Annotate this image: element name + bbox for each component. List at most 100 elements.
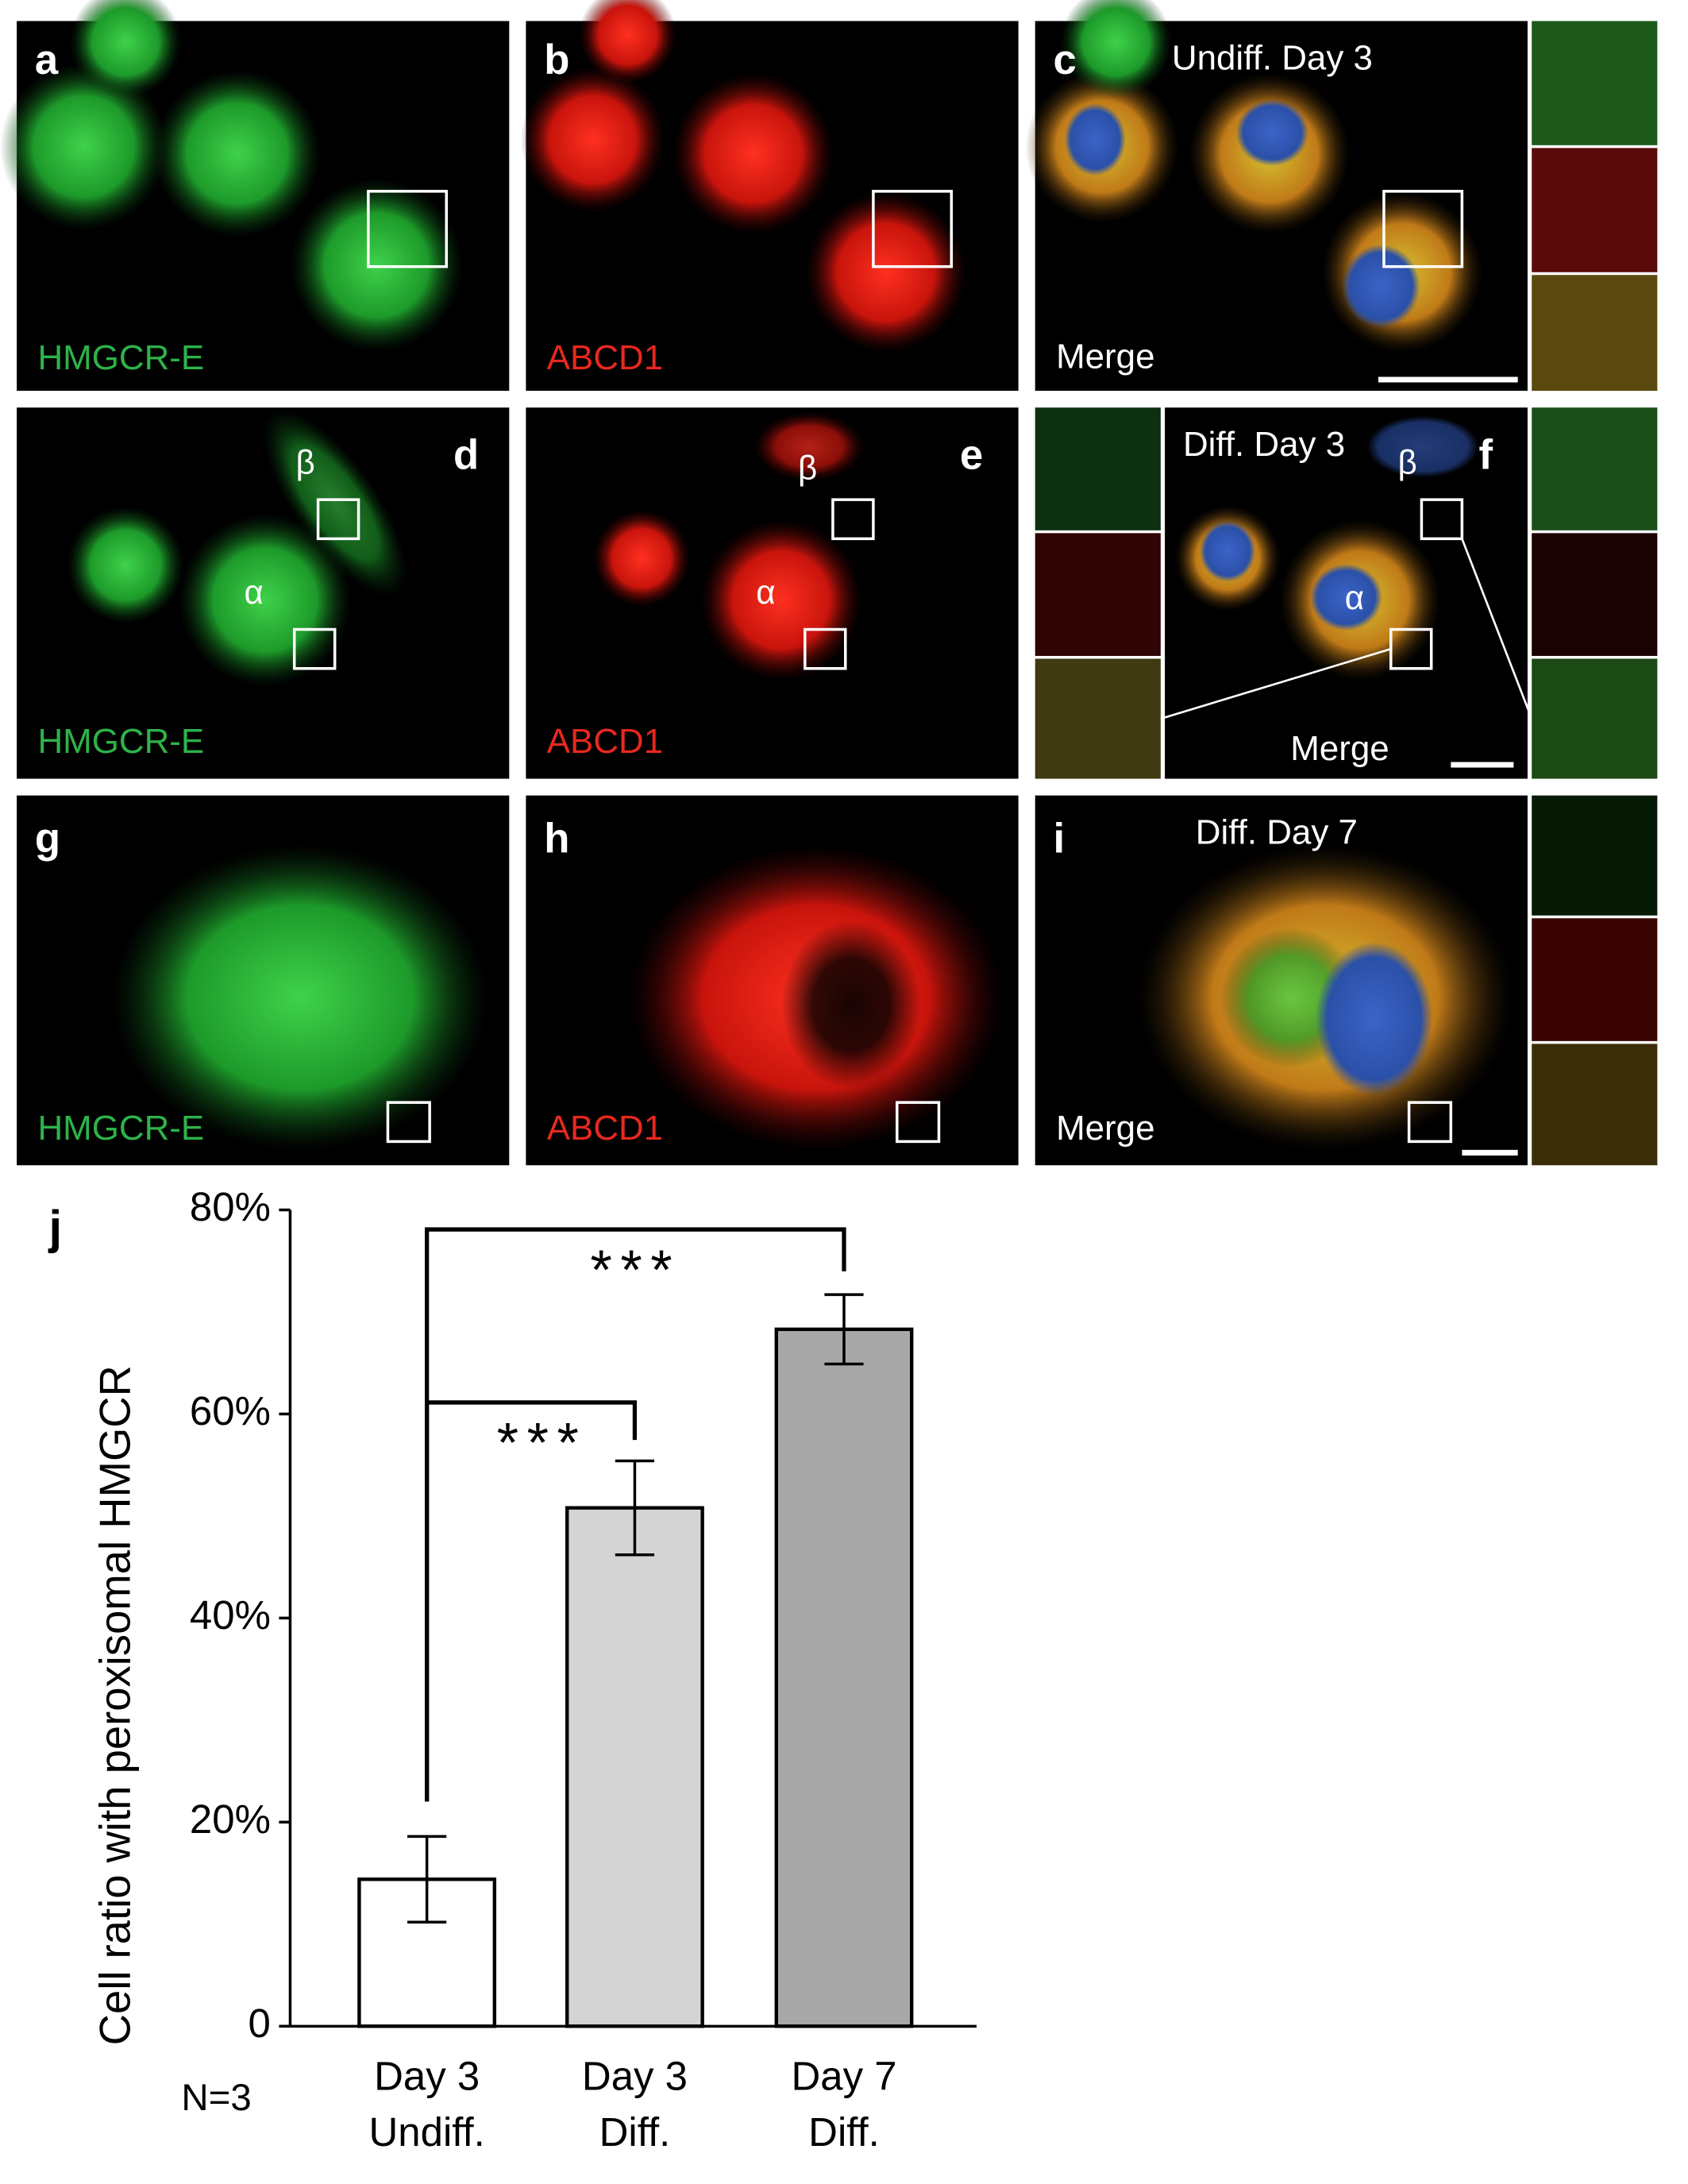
panel-title: Undiff. Day 3 [1172, 38, 1373, 77]
cell [67, 506, 184, 624]
connector [1461, 538, 1533, 720]
cell [579, 0, 677, 84]
inset [1035, 658, 1161, 779]
significance-label: *** [497, 1411, 588, 1474]
roi-box [896, 1101, 941, 1144]
inset [1035, 407, 1161, 531]
channel-label: ABCD1 [547, 338, 663, 377]
connector [1160, 647, 1392, 720]
nucleus [1315, 942, 1433, 1096]
cell-marker: α [244, 573, 263, 611]
cell [178, 513, 352, 687]
inset [1532, 21, 1658, 145]
inset [1532, 533, 1658, 656]
bar-chart: j Cell ratio with peroxisomal HMGCR N=3 … [48, 1184, 977, 2155]
y-tick-label: 80% [190, 1184, 271, 1229]
cell-marker: β [295, 443, 314, 480]
nucleus [1235, 98, 1309, 167]
micrographs: a HMGCR-E b ABCD1 c Undiff. Day 3 Merge … [0, 0, 1658, 1166]
cell [69, 0, 182, 98]
y-axis-title: Cell ratio with peroxisomal HMGCR [91, 1365, 140, 2045]
cell-marker: α [756, 573, 775, 611]
cell [0, 63, 168, 231]
x-tick-label: Day 7 [791, 2054, 896, 2099]
inset [1532, 918, 1658, 1041]
cell [672, 72, 834, 235]
panel-title: Diff. Day 3 [1183, 425, 1345, 464]
error-bar [824, 1293, 864, 1366]
x-tick-label: Diff. [808, 2109, 880, 2155]
nucleus [1309, 563, 1383, 631]
cell [520, 67, 666, 213]
bar [774, 1327, 914, 2028]
x-tick-label: Day 3 [582, 2054, 688, 2099]
inset [1035, 533, 1161, 656]
cell [592, 509, 691, 608]
inset [1532, 795, 1658, 916]
panel-letter: d [453, 431, 479, 478]
inset [1532, 1044, 1658, 1166]
channel-label: Merge [1056, 1109, 1154, 1148]
x-tick-label: Diff. [599, 2109, 671, 2155]
roi-box [804, 627, 847, 670]
error-bar [615, 1459, 655, 1557]
x-tick-label: Undiff. [369, 2109, 485, 2155]
y-tick-label: 60% [190, 1388, 271, 1433]
nucleus-shadow [780, 920, 921, 1089]
roi-box [292, 627, 337, 670]
inset [1532, 407, 1658, 531]
bar [565, 1506, 704, 2028]
nucleus [1064, 103, 1126, 176]
error-bar [407, 1835, 447, 1924]
roi-box [386, 1101, 431, 1144]
sample-size: N=3 [181, 2077, 251, 2119]
cell [262, 407, 408, 597]
panel-letter: j [48, 1201, 62, 1254]
channel-label: ABCD1 [547, 722, 663, 761]
channel-label: Merge [1056, 337, 1154, 376]
y-tick-label: 20% [190, 1796, 271, 1842]
inset [1532, 275, 1658, 392]
cell [753, 411, 865, 482]
channel-label: HMGCR-E [37, 1109, 204, 1148]
channel-label: HMGCR-E [37, 722, 204, 761]
panel-letter: i [1054, 816, 1066, 862]
channel-label: HMGCR-E [37, 338, 204, 377]
panel-letter: a [35, 37, 59, 83]
x-tick-label: Day 3 [374, 2054, 480, 2099]
panel-letter: c [1054, 37, 1077, 83]
panel-letter: f [1478, 431, 1493, 478]
roi-box [316, 498, 360, 541]
y-tick-label: 0 [249, 2001, 271, 2046]
panel-letter: e [960, 431, 983, 478]
nucleus [1200, 520, 1256, 582]
cell-marker: β [798, 449, 817, 486]
cell-marker: β [1398, 443, 1417, 480]
cell [1060, 0, 1172, 98]
nucleus [1342, 244, 1420, 329]
channel-label: ABCD1 [547, 1109, 663, 1148]
cell [700, 519, 862, 681]
roi-box [1420, 498, 1464, 541]
inset [1532, 148, 1658, 272]
significance-bracket [425, 1227, 846, 1802]
panel-letter: h [544, 816, 569, 862]
cell [153, 69, 322, 237]
cell [111, 844, 488, 1152]
channel-label: Merge [1290, 729, 1389, 768]
roi-box [831, 498, 875, 541]
panel-title: Diff. Day 7 [1196, 812, 1358, 851]
inset [1532, 658, 1658, 779]
roi-box [1407, 1101, 1453, 1144]
y-tick-label: 40% [190, 1592, 271, 1638]
cell-marker: α [1345, 579, 1364, 616]
roi-box [1382, 190, 1464, 268]
panel-letter: b [544, 37, 569, 83]
cell [804, 191, 967, 353]
panel-letter: g [35, 816, 60, 862]
significance-label: *** [590, 1238, 680, 1301]
roi-box [872, 190, 954, 268]
roi-box [367, 190, 449, 268]
nucleus [1366, 415, 1479, 478]
